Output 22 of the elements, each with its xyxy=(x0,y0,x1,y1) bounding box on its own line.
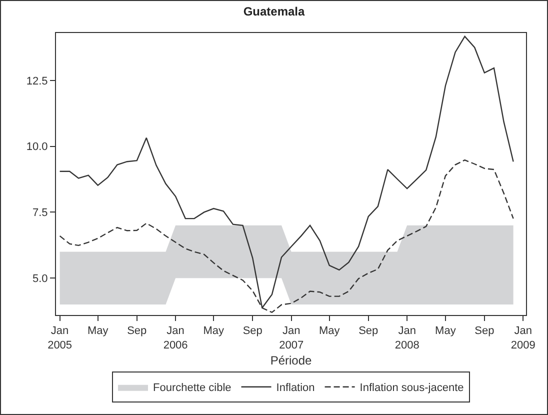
y-tick-label: 7.5 xyxy=(32,207,48,220)
x-tick-label: Jan 2006 xyxy=(163,325,188,352)
legend-label: Inflation sous-jacente xyxy=(360,382,464,394)
x-tick-label: Jan 2007 xyxy=(279,325,304,352)
x-tick-label: Jan 2005 xyxy=(48,325,72,352)
y-tick-label: 12.5 xyxy=(26,75,48,88)
x-tick-label: May xyxy=(87,325,109,338)
x-tick-label: Sep xyxy=(358,325,378,338)
legend-label: Inflation xyxy=(276,382,315,394)
x-tick-label: May xyxy=(318,325,340,338)
x-tick-label: Jan 2009 xyxy=(510,325,536,352)
x-tick-label: Sep xyxy=(474,325,494,338)
chart-title: Guatemala xyxy=(243,4,306,19)
x-tick-label: May xyxy=(435,325,456,338)
x-tick-label: Sep xyxy=(242,325,262,338)
x-tick-label: Jan 2008 xyxy=(394,325,420,352)
x-tick-label: Sep xyxy=(127,325,147,338)
x-axis-title: Période xyxy=(270,354,312,368)
y-tick-label: 5.0 xyxy=(32,272,48,285)
x-tick-label: May xyxy=(203,325,225,338)
legend-label: Fourchette cible xyxy=(153,382,232,394)
y-tick-label: 10.0 xyxy=(26,141,48,154)
